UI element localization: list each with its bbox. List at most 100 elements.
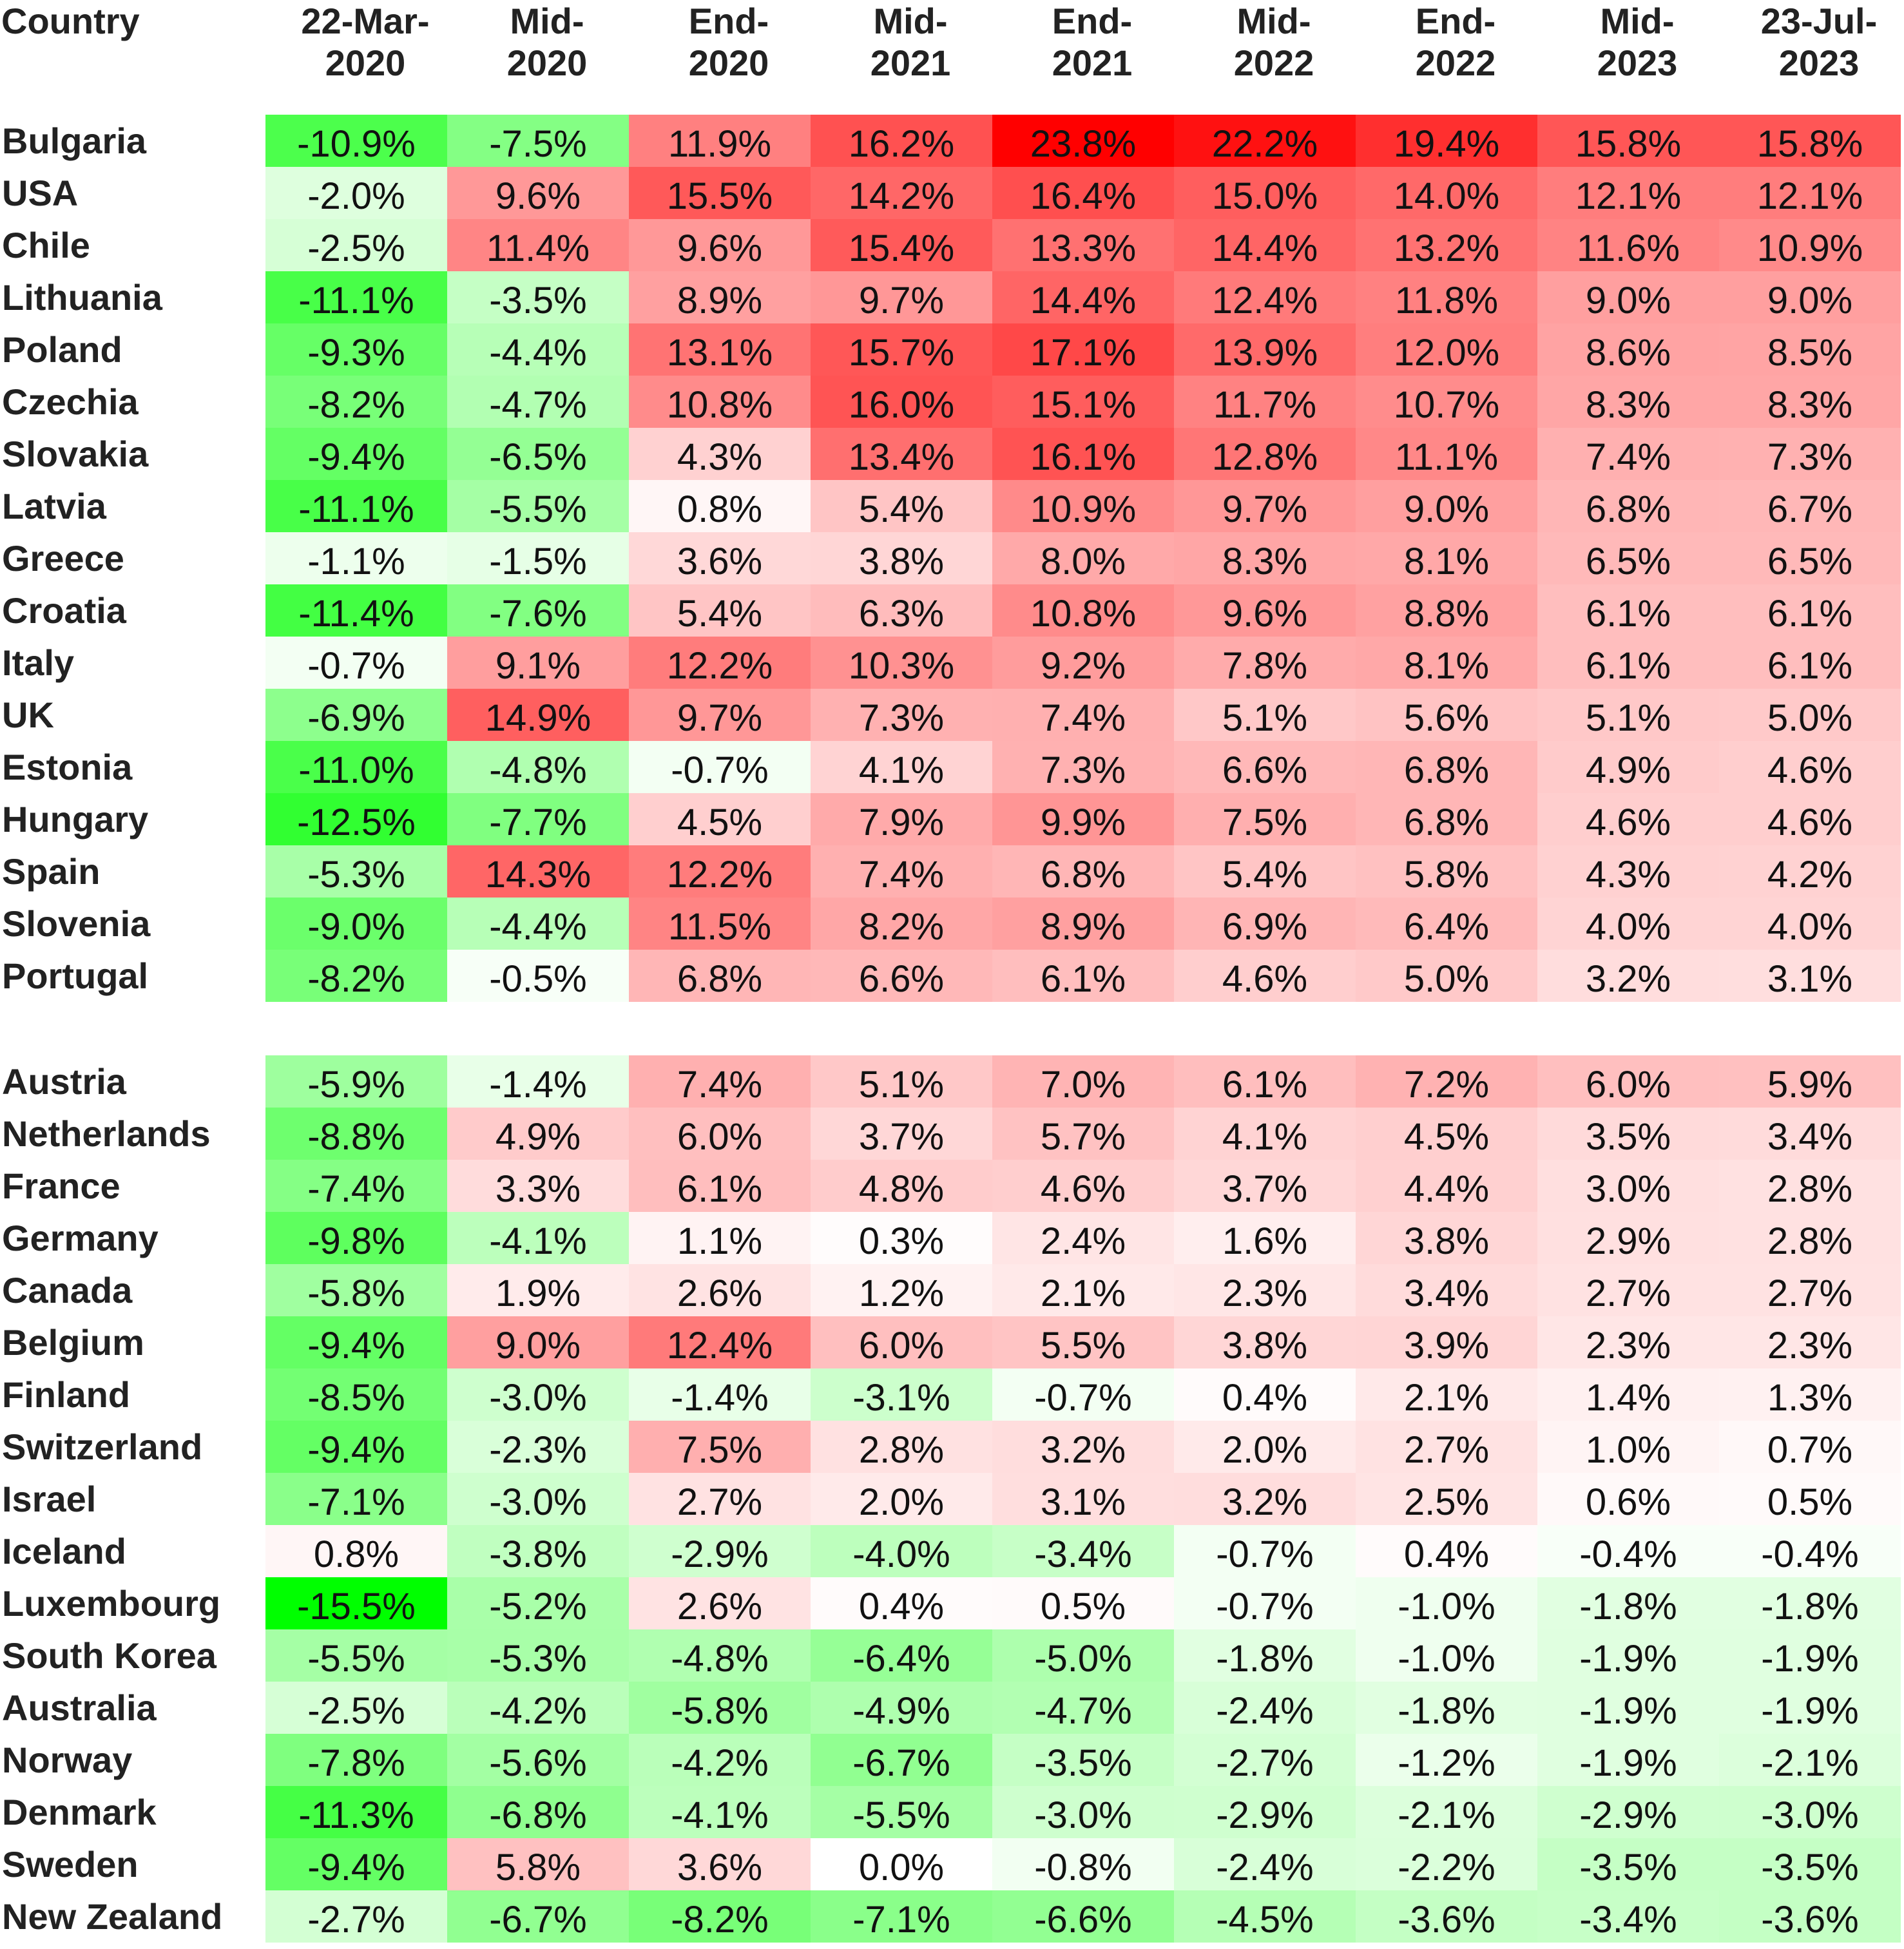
heatmap-cell: 8.2% (811, 898, 992, 950)
heatmap-cell: 11.1% (1356, 428, 1537, 480)
heatmap-cell: 2.5% (1356, 1473, 1537, 1525)
country-label: Norway (2, 1740, 133, 1780)
heatmap-cell: 4.5% (629, 793, 811, 845)
heatmap-cell: 2.0% (1174, 1421, 1356, 1473)
heatmap-cell: 1.3% (1719, 1368, 1901, 1421)
heatmap-cell: -11.4% (265, 584, 447, 637)
heatmap-cell: 2.3% (1174, 1264, 1356, 1316)
heatmap-cell: 1.4% (1537, 1368, 1719, 1421)
heatmap-cell: 3.7% (1174, 1160, 1356, 1212)
heatmap-cell: 14.3% (447, 845, 629, 898)
heatmap-cell: 3.1% (992, 1473, 1174, 1525)
heatmap-cell: 2.1% (1356, 1368, 1537, 1421)
heatmap-cell: -9.4% (265, 1421, 447, 1473)
heatmap-cell: -4.8% (629, 1629, 811, 1682)
country-label: Czechia (2, 381, 139, 422)
country-label: Luxembourg (2, 1583, 221, 1624)
heatmap-cell: 0.4% (811, 1577, 992, 1629)
heatmap-cell: 6.6% (1174, 741, 1356, 793)
heatmap-cell: 5.5% (992, 1316, 1174, 1368)
heatmap-cell: 3.4% (1719, 1108, 1901, 1160)
heatmap-cell: 6.1% (1174, 1055, 1356, 1108)
heatmap-cell: -4.8% (447, 741, 629, 793)
heatmap-cell: 9.0% (447, 1316, 629, 1368)
heatmap-cell: 14.2% (811, 167, 992, 219)
heatmap-cell: 12.4% (629, 1316, 811, 1368)
heatmap-cell: 6.5% (1537, 532, 1719, 584)
heatmap-cell: -12.5% (265, 793, 447, 845)
heatmap-cell: 8.3% (1537, 376, 1719, 428)
heatmap-cell: -2.1% (1356, 1786, 1537, 1838)
heatmap-cell: 16.0% (811, 376, 992, 428)
country-label: Finland (2, 1374, 131, 1415)
table-row: Austria -5.9% -1.4% 7.4% 5.1% 7.0% 6.1% 7.2% 6.0… (0, 1055, 1904, 1108)
heatmap-cell: 0.5% (1719, 1473, 1901, 1525)
heatmap-cell: -5.2% (447, 1577, 629, 1629)
country-label: Denmark (2, 1792, 157, 1832)
heatmap-cell: -7.5% (447, 115, 629, 167)
table-row: Norway -7.8% -5.6% -4.2% -6.7% -3.5% -2.7% -1.2… (0, 1734, 1904, 1786)
table-row: Denmark -11.3% -6.8% -4.1% -5.5% -3.0% -2.9% -2… (0, 1786, 1904, 1838)
heatmap-cell: 6.8% (1537, 480, 1719, 532)
heatmap-cell: -6.7% (447, 1890, 629, 1943)
heatmap-cell: 12.4% (1174, 271, 1356, 323)
heatmap-cell: -1.1% (265, 532, 447, 584)
table-row: Israel -7.1% -3.0% 2.7% 2.0% 3.1% 3.2% 2.5% 0.6%… (0, 1473, 1904, 1525)
country-label: South Korea (2, 1635, 216, 1676)
table-row: Latvia -11.1% -5.5% 0.8% 5.4% 10.9% 9.7% 9.0% 6.… (0, 480, 1904, 532)
heatmap-cell: 3.2% (1537, 950, 1719, 1002)
heatmap-cell: 8.1% (1356, 532, 1537, 584)
heatmap-cell: 14.4% (992, 271, 1174, 323)
heatmap-cell: -1.8% (1537, 1577, 1719, 1629)
heatmap-cell: -8.2% (265, 376, 447, 428)
heatmap-cell: -5.9% (265, 1055, 447, 1108)
heatmap-cell: 6.1% (1537, 584, 1719, 637)
table-row: Chile -2.5% 11.4% 9.6% 15.4% 13.3% 14.4% 13.2% 1… (0, 219, 1904, 271)
heatmap-cell: 5.1% (811, 1055, 992, 1108)
heatmap-cell: -3.0% (992, 1786, 1174, 1838)
heatmap-cell: -1.0% (1356, 1577, 1537, 1629)
heatmap-cell: 1.2% (811, 1264, 992, 1316)
heatmap-cell: 12.1% (1719, 167, 1901, 219)
heatmap-cell: 5.7% (992, 1108, 1174, 1160)
heatmap-cell: 2.7% (629, 1473, 811, 1525)
table-row: Iceland 0.8% -3.8% -2.9% -4.0% -3.4% -0.7% 0.4%… (0, 1525, 1904, 1577)
country-label: Switzerland (2, 1426, 203, 1467)
heatmap-cell: 0.6% (1537, 1473, 1719, 1525)
heatmap-cell: 2.3% (1719, 1316, 1901, 1368)
column-header: 22-Mar- 2020 (301, 1, 430, 83)
country-label: Chile (2, 225, 90, 265)
heatmap-cell: -0.4% (1719, 1525, 1901, 1577)
heatmap-cell: 10.3% (811, 637, 992, 689)
table-row: Switzerland -9.4% -2.3% 7.5% 2.8% 3.2% 2.0% 2.7… (0, 1421, 1904, 1473)
table-row: Slovakia -9.4% -6.5% 4.3% 13.4% 16.1% 12.8% 11.… (0, 428, 1904, 480)
heatmap-cell: -4.2% (629, 1734, 811, 1786)
heatmap-cell: 12.8% (1174, 428, 1356, 480)
country-label: Lithuania (2, 277, 162, 318)
heatmap-cell: -6.4% (811, 1629, 992, 1682)
heatmap-cell: 4.1% (811, 741, 992, 793)
country-label: USA (2, 173, 79, 213)
table-row: UK -6.9% 14.9% 9.7% 7.3% 7.4% 5.1% 5.6% 5.1% 5.0% (0, 689, 1904, 741)
heatmap-cell: -4.2% (447, 1682, 629, 1734)
heatmap-cell: -5.5% (447, 480, 629, 532)
heatmap-cell: -8.2% (629, 1890, 811, 1943)
heatmap-cell: 8.8% (1356, 584, 1537, 637)
heatmap-cell: 10.8% (629, 376, 811, 428)
table-row: Netherlands -8.8% 4.9% 6.0% 3.7% 5.7% 4.1% 4.5%… (0, 1108, 1904, 1160)
heatmap-cell: 5.0% (1719, 689, 1901, 741)
heatmap-cell: -7.8% (265, 1734, 447, 1786)
heatmap-cell: -11.1% (265, 271, 447, 323)
heatmap-cell: 15.1% (992, 376, 1174, 428)
heatmap-cell: -6.9% (265, 689, 447, 741)
heatmap-cell: 22.2% (1174, 115, 1356, 167)
heatmap-cell: 15.7% (811, 323, 992, 376)
heatmap-cell: -9.0% (265, 898, 447, 950)
heatmap-cell: 5.4% (629, 584, 811, 637)
heatmap-cell: 10.8% (992, 584, 1174, 637)
heatmap-cell: 9.0% (1356, 480, 1537, 532)
heatmap-cell: -3.0% (447, 1473, 629, 1525)
table-row: New Zealand -2.7% -6.7% -8.2% -7.1% -6.6% -4.5… (0, 1890, 1904, 1943)
heatmap-cell: 15.8% (1537, 115, 1719, 167)
heatmap-cell: 2.6% (629, 1577, 811, 1629)
